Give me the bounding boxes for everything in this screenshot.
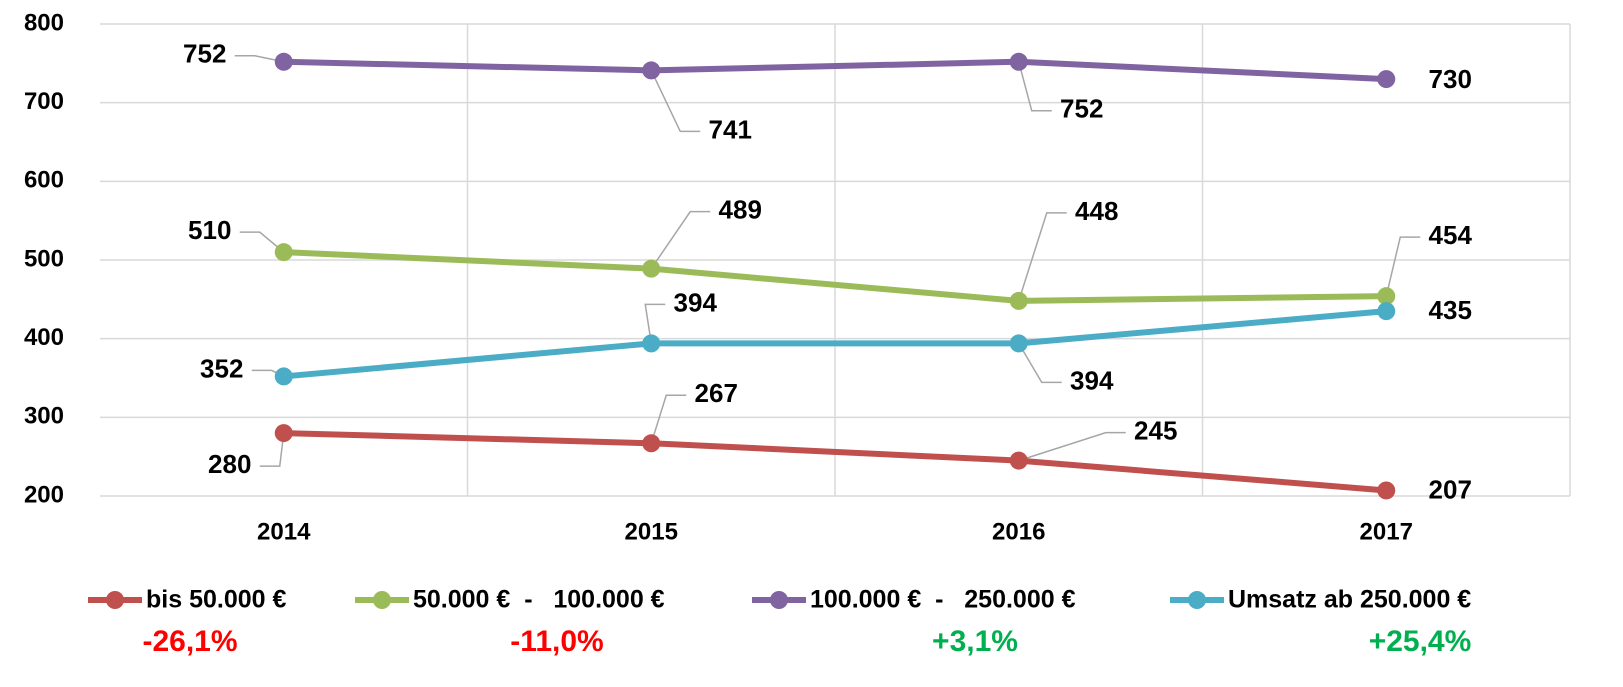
leader-line (259, 432, 285, 467)
y-tick-label: 600 (24, 167, 64, 194)
leader-line (650, 210, 711, 270)
data-label: 394 (674, 287, 718, 317)
data-label: 352 (200, 353, 243, 383)
annotation: -11,0% (510, 625, 603, 658)
data-label: 394 (1070, 365, 1114, 395)
data-label: 489 (719, 195, 762, 225)
data-label: 752 (183, 39, 226, 69)
leader-line (1385, 236, 1421, 297)
x-tick-label: 2014 (257, 518, 311, 545)
leader-line (1018, 431, 1126, 462)
data-label: 267 (695, 378, 738, 408)
data-label: 245 (1134, 415, 1177, 445)
leader-line (650, 394, 687, 444)
legend-marker (1188, 591, 1206, 609)
y-tick-label: 800 (24, 9, 64, 36)
marker (1377, 70, 1396, 89)
data-label: 448 (1075, 196, 1118, 226)
series-line (283, 249, 1387, 304)
legend-label: bis 50.000 € (146, 586, 286, 614)
leader-line (234, 55, 284, 63)
y-tick-label: 700 (24, 88, 64, 115)
marker (642, 61, 661, 80)
marker (1377, 287, 1396, 306)
marker (274, 52, 293, 71)
marker (274, 243, 293, 262)
legend-marker (373, 591, 391, 609)
y-tick-label: 200 (24, 481, 64, 508)
data-label: 454 (1429, 220, 1473, 250)
marker (1009, 52, 1028, 71)
marker (642, 259, 661, 278)
annotation: +25,4% (1369, 625, 1472, 658)
marker (1377, 481, 1396, 500)
y-tick-label: 400 (24, 324, 64, 351)
data-label: 207 (1429, 474, 1472, 504)
marker (274, 367, 293, 386)
series-line (283, 308, 1387, 380)
data-label: 435 (1429, 295, 1472, 325)
data-label: 510 (188, 215, 231, 245)
legend-label: Umsatz ab 250.000 € (1228, 586, 1471, 614)
marker (1009, 291, 1028, 310)
legend-marker (106, 591, 124, 609)
marker (1009, 334, 1028, 353)
leader-line (1018, 61, 1052, 112)
series-line (283, 58, 1387, 83)
annotation: -26,1% (142, 625, 237, 658)
x-tick-label: 2015 (625, 518, 678, 545)
x-tick-label: 2017 (1360, 518, 1413, 545)
leader-line (239, 231, 285, 253)
leader-line (650, 70, 701, 133)
legend-label: 50.000 € - 100.000 € (413, 586, 665, 614)
marker (642, 434, 661, 453)
data-label: 730 (1429, 64, 1472, 94)
legend-label: 100.000 € - 250.000 € (810, 586, 1076, 614)
marker (274, 424, 293, 443)
marker (642, 334, 661, 353)
annotation: +3,1% (932, 625, 1018, 658)
y-tick-label: 300 (24, 403, 64, 430)
series-line (283, 430, 1387, 494)
data-label: 741 (709, 114, 752, 144)
marker (1377, 302, 1396, 321)
leader-line (1018, 212, 1067, 302)
marker (1009, 451, 1028, 470)
leader-line (644, 303, 666, 344)
y-tick-label: 500 (24, 245, 64, 272)
leader-line (1018, 343, 1062, 384)
legend-marker (770, 591, 788, 609)
data-label: 280 (208, 449, 251, 479)
x-tick-label: 2016 (992, 518, 1045, 545)
data-label: 752 (1060, 94, 1103, 124)
